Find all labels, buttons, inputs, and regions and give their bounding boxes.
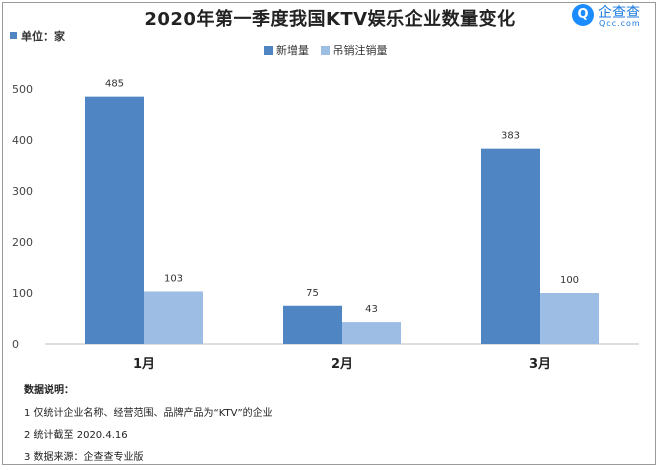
bar-value-label: 75	[306, 288, 319, 299]
x-tick-label: 3月	[529, 357, 551, 372]
y-tick-label: 300	[12, 185, 33, 198]
bars	[85, 96, 599, 345]
note-line: 1 仅统计企业名称、经营范围、品牌产品为“KTV”的企业	[24, 408, 273, 419]
legend-swatch-new	[264, 46, 273, 55]
bar-value-label: 485	[105, 79, 124, 90]
y-tick-label: 500	[12, 83, 33, 96]
unit-text: 单位：家	[21, 30, 65, 43]
legend: 新增量 吊销注销量	[264, 42, 396, 58]
bar-cancelled	[144, 291, 203, 344]
bar-new	[481, 148, 540, 344]
unit-marker-icon	[10, 32, 17, 39]
legend-label-new: 新增量	[276, 44, 309, 57]
x-axis-labels: 1月 2月 3月	[133, 357, 551, 372]
qcc-logo: Q 企查查 Qcc.com	[572, 3, 654, 29]
chart-title: 2020年第一季度我国KTV娱乐企业数量变化	[144, 9, 516, 30]
x-tick-label: 2月	[331, 357, 353, 372]
note-line: 3 数据来源：企查查专业版	[24, 452, 144, 463]
bar-new	[85, 96, 144, 345]
x-tick-label: 1月	[133, 357, 155, 372]
bar-value-label: 383	[501, 131, 520, 142]
legend-label-cancelled: 吊销注销量	[332, 44, 388, 57]
bar-value-label: 43	[365, 304, 378, 315]
bar-cancelled	[342, 322, 401, 344]
notes-title: 数据说明：	[24, 385, 74, 396]
y-tick-label: 200	[12, 236, 33, 249]
y-axis-ticks: 0 100 200 300 400 500	[12, 83, 33, 351]
qcc-logo-icon: Q	[572, 4, 594, 26]
y-tick-label: 100	[12, 287, 33, 300]
bar-value-label: 103	[164, 273, 183, 284]
y-tick-label: 400	[12, 134, 33, 147]
value-labels: 485 103 75 43 383 100	[105, 79, 579, 315]
chart-frame	[2, 2, 656, 465]
y-tick-label: 0	[12, 338, 19, 351]
unit-label: 单位：家	[10, 28, 65, 44]
legend-swatch-cancelled	[320, 46, 330, 55]
note-line: 2 统计截至 2020.4.16	[24, 430, 128, 441]
bar-new	[283, 305, 342, 344]
bar-value-label: 100	[560, 275, 579, 286]
logo-subtitle: Qcc.com	[599, 19, 641, 28]
legend-item-new: 新增量	[264, 42, 309, 58]
data-notes: 数据说明： 1 仅统计企业名称、经营范围、品牌产品为“KTV”的企业 2 统计截…	[24, 381, 273, 470]
bar-cancelled	[540, 293, 599, 344]
legend-item-cancelled: 吊销注销量	[320, 42, 388, 58]
logo-name: 企查查	[598, 5, 640, 21]
